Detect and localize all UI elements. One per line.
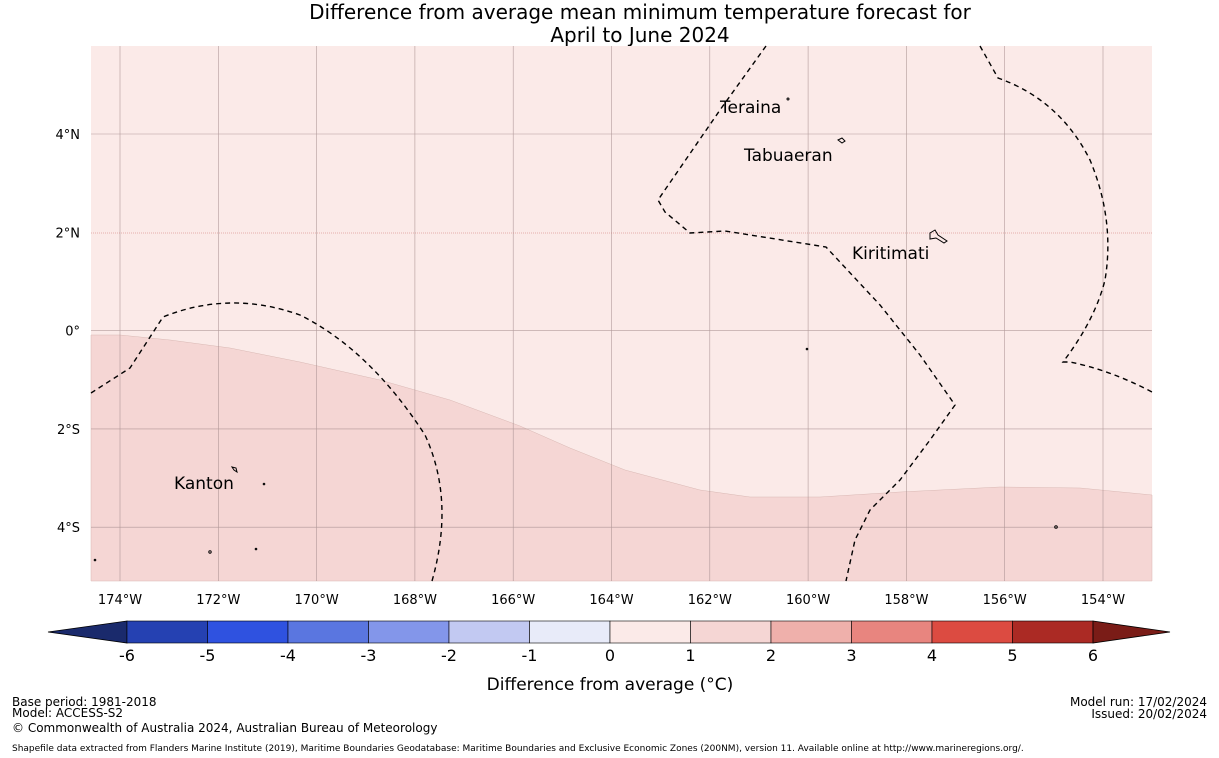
colorbar: -6 -5 -4 -3 -2 -1 0 1 2 3 4 5 6 [47,620,1171,665]
colorbar-tick-label: -4 [280,646,296,665]
latitude-label: 2°N [56,226,81,241]
kiritimati-island [929,229,948,244]
longitude-label: 158°W [884,593,928,608]
place-label-tabuaeran: Tabuaeran [743,146,833,166]
colorbar-tick-label: -1 [522,646,538,665]
colorbar-segment [287,620,369,644]
longitude-label: 172°W [196,593,240,608]
place-label-kanton: Kanton [174,474,234,494]
issued-date: Issued: 20/02/2024 [1091,707,1207,721]
place-label-teraina: Teraina [719,98,781,118]
map-panel: Teraina Tabuaeran Kiritimati Kanton [90,45,1153,582]
colorbar-tick-label: -5 [200,646,216,665]
title-line-1: Difference from average mean minimum tem… [309,0,972,24]
latitude-label: 4°S [57,521,80,536]
colorbar-segment [207,620,289,644]
footer: Base period: 1981-2018 Model: ACCESS-S2 … [12,695,1207,754]
colorbar-segment [851,620,933,644]
kanton-island [230,466,238,474]
longitude-label: 162°W [688,593,732,608]
colorbar-tick-label: 2 [766,646,776,665]
colorbar-segment [448,620,530,644]
colorbar-tick-label: -3 [361,646,377,665]
colorbar-segment [368,620,450,644]
longitude-labels: 174°W 172°W 170°W 168°W 166°W 164°W 162°W 160°W… [98,593,1125,608]
longitude-label: 166°W [491,593,535,608]
model-name: Model: ACCESS-S2 [12,706,123,720]
colorbar-tick-label: 6 [1088,646,1098,665]
colorbar-tick-label: 0 [605,646,615,665]
colorbar-tick-label: 1 [685,646,695,665]
colorbar-segment [931,620,1013,644]
longitude-label: 170°W [295,593,339,608]
colorbar-segment [609,620,691,644]
colorbar-under-arrow [47,620,128,644]
warm-anomaly-region [90,334,1153,582]
base-period: Base period: 1981-2018 [12,695,157,709]
colorbar-over-arrow [1092,620,1171,644]
colorbar-tick-label: 4 [927,646,937,665]
longitude-label: 168°W [393,593,437,608]
longitude-label: 164°W [589,593,633,608]
colorbar-segment [690,620,772,644]
copyright: © Commonwealth of Australia 2024, Austra… [12,721,437,735]
colorbar-segment [1012,620,1094,644]
graticule [91,46,1152,581]
tabuaeran-island [837,137,846,144]
latitude-label: 0° [65,325,80,340]
latitude-labels: 4°N 2°N 0° 2°S 4°S [56,128,81,536]
colorbar-segment [126,620,208,644]
longitude-label: 160°W [786,593,830,608]
colorbar-tick-label: -6 [119,646,135,665]
title-line-2: April to June 2024 [550,23,729,47]
longitude-label: 174°W [98,593,142,608]
colorbar-tick-label: 5 [1007,646,1017,665]
colorbar-tick-label: 3 [846,646,856,665]
shapefile-credit: Shapefile data extracted from Flanders M… [12,744,1024,754]
place-label-kiritimati: Kiritimati [852,244,929,264]
model-run-date: Model run: 17/02/2024 [1070,695,1207,709]
eez-boundaries [90,45,1153,582]
colorbar-segment [529,620,611,644]
colorbar-segment [770,620,852,644]
teraina-island [786,97,790,101]
latitude-label: 2°S [57,423,80,438]
colorbar-label: Difference from average (°C) [487,675,734,695]
longitude-label: 156°W [983,593,1027,608]
colorbar-tick-label: -2 [441,646,457,665]
latitude-label: 4°N [56,128,81,143]
islands [93,97,1058,562]
longitude-label: 154°W [1081,593,1125,608]
